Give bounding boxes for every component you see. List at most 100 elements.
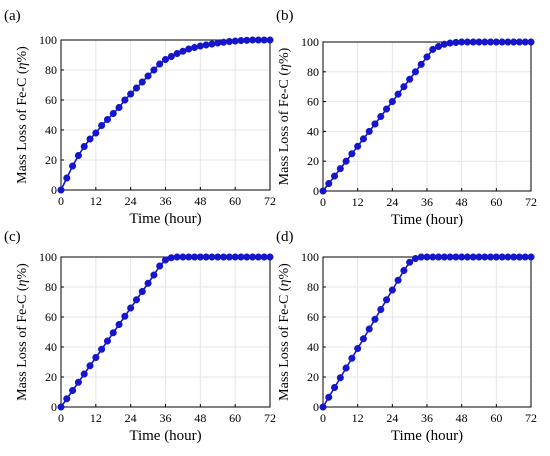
x-tick-label: 0 (58, 194, 64, 208)
x-tick-label: 60 (490, 411, 502, 425)
data-point (377, 305, 385, 314)
data-point (325, 180, 333, 188)
y-tick-label: 100 (39, 250, 57, 264)
y-axis-label: Mass Loss of Fe-C (η%) (277, 263, 292, 401)
data-point (103, 115, 111, 124)
x-tick-label: 72 (264, 194, 276, 208)
data-point (63, 395, 71, 403)
x-tick-label: 72 (264, 411, 276, 425)
x-tick-label: 72 (525, 411, 537, 425)
x-tick-label: 12 (90, 194, 102, 208)
y-tick-label: 20 (307, 154, 319, 168)
data-point (69, 162, 77, 170)
x-tick-label: 24 (125, 194, 137, 208)
data-point (156, 60, 164, 68)
y-axis-label-main: Mass Loss of Fe-C ( (15, 69, 30, 184)
panel-a: 0 12 24 36 48 60 72 0 20 40 60 80 100 Time (hour) Mass… (4, 8, 276, 227)
panel-d: 0 12 24 36 48 60 72 0 20 40 60 80 100 Time (hour) Mass… (276, 229, 537, 444)
data-point (406, 75, 414, 83)
x-tick-label: 24 (386, 195, 398, 209)
data-point (411, 68, 419, 76)
y-tick-label: 100 (301, 35, 319, 49)
data-point (208, 40, 216, 48)
y-tick-label: 0 (51, 400, 57, 414)
panel-c: 0 12 24 36 48 60 72 0 20 40 60 80 100 Time (hour) Mass… (4, 229, 276, 444)
x-tick-label: 36 (160, 411, 172, 425)
data-point (348, 354, 356, 362)
data-point (144, 72, 152, 80)
y-tick-label: 20 (45, 153, 57, 167)
data-point (121, 312, 129, 320)
x-tick-label: 0 (320, 195, 326, 209)
y-axis-label-symbol: η (15, 62, 30, 69)
x-axis-label: Time (hour) (129, 428, 201, 444)
x-tick-label: 36 (160, 194, 172, 208)
data-point (429, 45, 437, 54)
y-axis-label-symbol: η (277, 279, 292, 286)
data-point (144, 279, 152, 287)
data-point (190, 43, 199, 52)
x-tick-label: 12 (90, 411, 102, 425)
y-axis-label-unit: %) (277, 263, 292, 280)
x-tick-label: 60 (229, 411, 241, 425)
x-tick-label: 60 (229, 194, 241, 208)
data-point (331, 383, 339, 392)
data-point (92, 353, 100, 362)
data-point (331, 172, 339, 180)
panel-label: (b) (276, 8, 294, 24)
data-point (138, 287, 146, 296)
data-point (167, 52, 175, 61)
x-axis-label: Time (hour) (129, 211, 201, 227)
data-point (161, 55, 170, 64)
data-point (417, 60, 425, 68)
data-point (394, 276, 402, 284)
y-axis-label-main: Mass Loss of Fe-C ( (15, 286, 30, 401)
data-point (383, 296, 391, 304)
x-tick-label: 12 (352, 195, 364, 209)
data-point (167, 254, 175, 262)
data-point (214, 39, 222, 47)
data-point (98, 345, 106, 353)
y-axis-label-unit: %) (277, 47, 292, 64)
data-point (220, 38, 228, 46)
panel-label: (c) (4, 229, 21, 245)
panel-label: (a) (4, 8, 21, 24)
data-point (377, 112, 385, 121)
y-tick-label: 40 (45, 123, 57, 137)
data-point (57, 186, 65, 194)
data-point (266, 36, 274, 44)
data-point (132, 84, 141, 92)
x-tick-label: 48 (194, 194, 206, 208)
y-tick-label: 60 (45, 310, 57, 324)
data-point (325, 393, 333, 401)
data-point (365, 325, 373, 333)
x-tick-label: 0 (58, 411, 64, 425)
y-tick-label: 100 (39, 33, 57, 47)
x-axis-label: Time (hour) (391, 428, 463, 444)
y-tick-label: 40 (307, 340, 319, 354)
x-tick-label: 12 (352, 411, 364, 425)
data-point (185, 45, 193, 53)
data-point (202, 41, 210, 49)
data-point (336, 165, 344, 173)
data-point (115, 103, 123, 112)
data-point (69, 386, 77, 395)
data-point (86, 362, 94, 370)
x-tick-label: 48 (456, 411, 468, 425)
data-point (109, 109, 117, 118)
data-point (394, 90, 402, 98)
data-point (365, 127, 373, 135)
y-tick-label: 0 (313, 400, 319, 414)
data-point (527, 38, 535, 46)
data-point (342, 364, 350, 372)
data-point (342, 157, 350, 165)
y-tick-label: 80 (307, 280, 319, 294)
data-point (400, 266, 408, 275)
data-point (388, 98, 396, 106)
data-point (98, 121, 106, 130)
data-point (440, 40, 448, 48)
x-tick-label: 24 (386, 411, 398, 425)
data-point (127, 304, 135, 312)
data-point (57, 403, 65, 411)
